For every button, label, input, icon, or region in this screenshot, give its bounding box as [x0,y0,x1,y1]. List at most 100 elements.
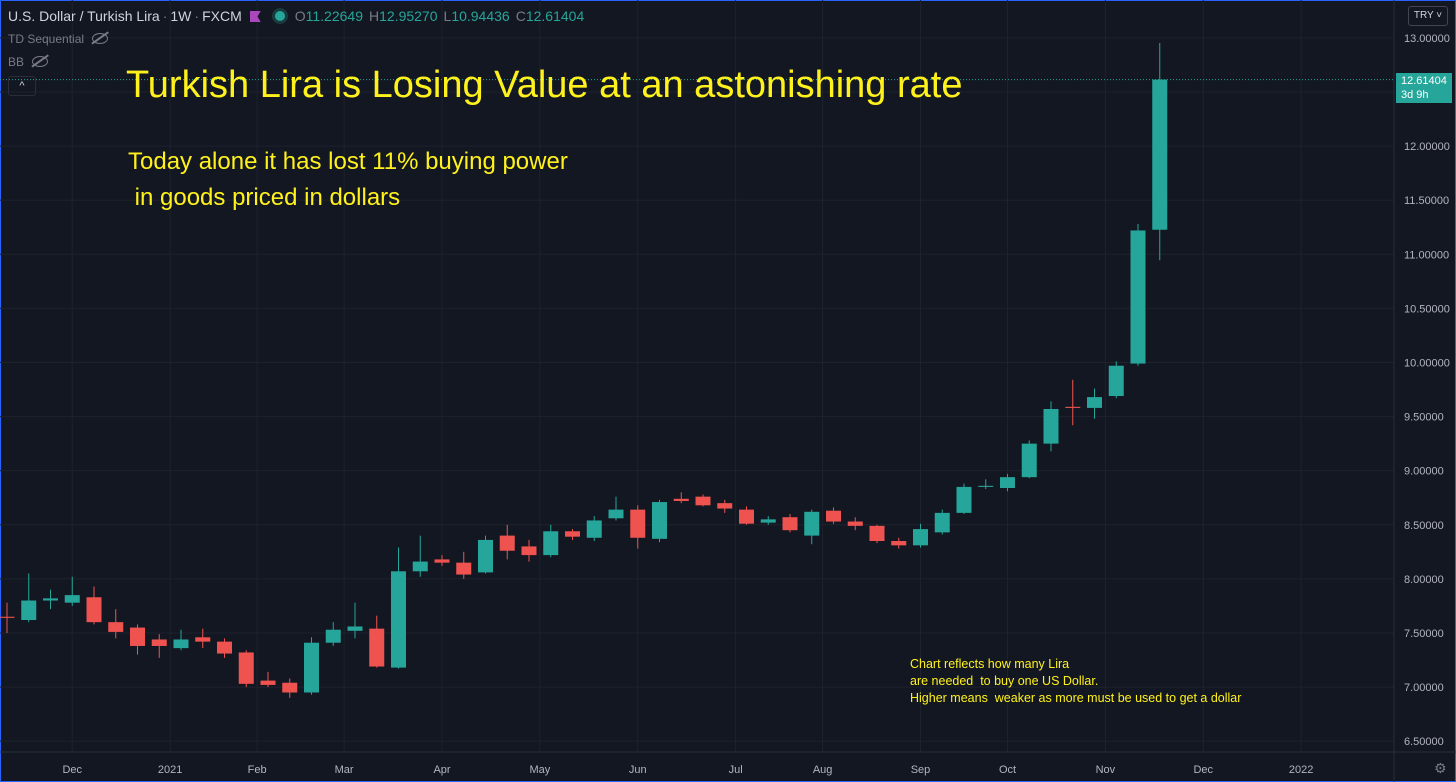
high-value: 12.95270 [379,8,438,24]
collapse-legend-button[interactable]: ^ [8,76,36,96]
candle-down [673,498,689,501]
x-tick-label: Feb [248,764,267,776]
x-tick-label: Mar [335,764,354,776]
candle-down [565,531,580,537]
symbol-name[interactable]: U.S. Dollar / Turkish Lira [8,8,160,24]
x-tick-label: Apr [433,764,450,776]
candle-down [739,509,754,524]
indicator-bb[interactable]: BB [8,55,49,69]
candle-down [0,616,15,618]
chart-annotation-subtitle: Today alone it has lost 11% buying power… [128,148,568,211]
eye-hidden-icon[interactable] [92,33,109,44]
x-tick-label: Nov [1096,764,1116,776]
candle-up [1087,397,1102,408]
x-tick-label: 2021 [158,764,182,776]
chart-annotation-note: Chart reflects how many Lira are needed … [910,657,1242,705]
x-tick-label: Dec [62,764,82,776]
candle-down [630,509,646,538]
candle-up [64,595,80,603]
y-tick-label: 10.00000 [1404,357,1450,369]
candle-down [891,541,907,546]
indicator-bb-label: BB [8,55,25,69]
last-price-value: 12.61404 [1401,74,1447,87]
close-value: 12.61404 [525,8,585,24]
candle-up [804,511,820,536]
candle-up [391,571,406,668]
candle-up [978,485,994,487]
candle-down [282,682,298,693]
eye-hidden-icon[interactable] [32,56,49,67]
candle-down [456,562,472,575]
candle-down [695,496,711,506]
candle-down [717,503,733,509]
candle-down [782,517,798,531]
symbol-header: U.S. Dollar / Turkish Lira · 1W · FXCM O11.22… [8,8,584,24]
currency-select[interactable]: TRY ˅ [1408,6,1448,26]
candle-up [43,598,58,601]
y-tick-label: 7.00000 [1404,682,1444,694]
candle-down [86,597,102,623]
open-value: 11.22649 [305,8,363,24]
last-price-tag: 12.61404 3d 9h [1396,72,1452,103]
candle-up [304,642,319,693]
x-tick-label: Jun [629,764,647,776]
y-tick-label: 6.50000 [1404,736,1444,748]
candle-up [586,520,602,538]
interval-label[interactable]: 1W [170,8,192,24]
y-tick-label: 13.00000 [1404,33,1450,45]
candle-down [434,559,450,563]
candle-up [1130,230,1146,364]
candle-down [260,680,276,685]
candle-up [347,626,363,631]
candle-up [1043,409,1059,444]
y-tick-label: 12.00000 [1404,141,1450,153]
chart-annotation-title: Turkish Lira is Losing Value at an aston… [126,64,963,106]
candle-down [499,535,515,551]
y-tick-label: 9.50000 [1404,412,1444,424]
candle-up [652,502,667,539]
candle-down [869,525,885,542]
y-tick-label: 11.00000 [1404,249,1449,261]
candle-up [1152,79,1168,230]
candle-down [130,627,145,646]
x-tick-label: Jul [729,764,743,776]
candle-up [934,512,950,533]
candle-down [521,546,537,556]
candle-down [847,521,863,526]
separator-dot: · [162,8,168,24]
low-value: 10.94436 [451,8,510,24]
y-tick-label: 10.50000 [1404,303,1450,315]
separator-dot: · [194,8,200,24]
candle-up [608,509,624,519]
candle-up [21,600,37,620]
candle-down [826,510,841,522]
open-label: O [294,8,306,24]
candle-up [173,639,189,649]
flag-icon[interactable] [249,11,261,22]
close-label: C [515,8,526,24]
x-tick-label: 2022 [1289,764,1313,776]
x-tick-label: Aug [813,764,833,776]
indicator-td-label: TD Sequential [8,32,85,46]
candle-down [238,652,254,684]
y-tick-label: 7.50000 [1404,628,1444,640]
candle-up [325,629,341,643]
x-tick-label: May [529,764,550,776]
x-tick-label: Sep [911,764,931,776]
market-status-icon [274,11,285,21]
high-label: H [368,8,380,24]
candle-down [151,639,167,646]
x-tick-label: Dec [1193,764,1213,776]
bar-countdown: 3d 9h [1401,88,1429,101]
candle-down [108,622,124,632]
candle-down [195,637,211,642]
gear-icon[interactable]: ⚙ [1434,760,1447,776]
currency-select-value: TRY [1413,10,1434,21]
candle-up [956,486,972,513]
x-tick-label: Oct [999,764,1016,776]
indicator-td-sequential[interactable]: TD Sequential [8,32,109,46]
y-tick-label: 9.00000 [1404,466,1444,478]
candle-up [760,519,776,523]
candle-up [412,561,428,572]
